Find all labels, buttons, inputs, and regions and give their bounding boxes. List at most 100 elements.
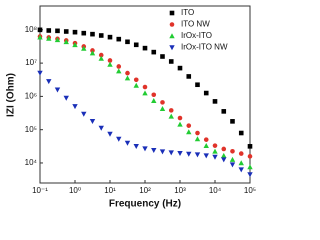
data-point xyxy=(194,136,201,142)
data-point xyxy=(107,58,113,63)
data-point xyxy=(125,70,130,76)
legend-marker xyxy=(169,33,175,39)
data-point xyxy=(221,109,227,114)
data-point xyxy=(90,31,95,37)
data-point xyxy=(133,77,139,83)
data-point xyxy=(168,59,174,64)
data-point xyxy=(177,115,183,121)
data-point xyxy=(195,82,200,88)
data-point xyxy=(63,39,69,45)
data-point xyxy=(195,130,200,136)
data-point xyxy=(116,68,122,74)
data-point xyxy=(98,33,104,38)
y-tick-label: 10⁶ xyxy=(25,92,37,101)
data-point xyxy=(37,70,43,76)
data-point xyxy=(159,105,166,111)
data-point xyxy=(177,151,183,157)
legend-marker xyxy=(169,10,175,16)
data-point xyxy=(98,52,104,58)
data-point xyxy=(159,149,166,155)
data-point xyxy=(46,28,52,33)
legend-label: IrOx-ITO NW xyxy=(181,43,228,52)
data-point xyxy=(230,149,235,154)
data-point xyxy=(116,136,122,142)
data-point xyxy=(151,98,157,104)
data-point xyxy=(124,75,131,81)
y-tick-label: 10⁴ xyxy=(25,158,38,167)
data-point xyxy=(37,27,43,33)
y-tick-label: 10⁷ xyxy=(25,58,37,67)
data-point xyxy=(238,160,244,166)
data-point xyxy=(107,34,113,40)
data-point xyxy=(168,113,174,119)
x-tick-label: 10⁴ xyxy=(209,186,222,195)
chart: Frequency (Hz) IZI (Ohm) 10⁻¹ 10⁰ 10¹ 10² 10… xyxy=(6,5,256,210)
x-axis-label: Frequency (Hz) xyxy=(109,199,181,210)
data-point xyxy=(72,42,78,48)
data-point xyxy=(133,82,139,88)
data-point xyxy=(186,74,192,79)
data-point xyxy=(203,137,209,142)
x-tick-label: 10¹ xyxy=(104,186,116,195)
data-point xyxy=(151,148,157,154)
data-point xyxy=(168,150,174,156)
data-point xyxy=(116,64,122,69)
legend-label: ITO xyxy=(181,8,194,17)
data-point xyxy=(54,87,61,93)
legend-label: ITO NW xyxy=(181,20,210,29)
data-point xyxy=(247,154,253,159)
x-tick-label: 10³ xyxy=(174,186,186,195)
data-point xyxy=(54,37,61,43)
data-point xyxy=(229,162,236,168)
data-point xyxy=(46,35,52,41)
data-point xyxy=(212,143,218,148)
data-point xyxy=(89,50,96,56)
data-point xyxy=(89,119,96,125)
data-point xyxy=(168,108,174,113)
data-point xyxy=(142,90,148,96)
data-point xyxy=(151,92,157,98)
data-point xyxy=(151,49,157,55)
legend-label: IrOx-ITO xyxy=(181,31,212,40)
y-tick-label: 10⁵ xyxy=(25,125,37,134)
data-point xyxy=(230,119,235,124)
data-point xyxy=(247,164,253,170)
data-point xyxy=(238,167,244,173)
data-point xyxy=(160,100,165,105)
data-point xyxy=(238,151,244,156)
data-point xyxy=(107,61,113,67)
x-tick-label: 10⁰ xyxy=(69,186,81,195)
data-point xyxy=(212,148,218,154)
data-point xyxy=(142,146,148,152)
data-point xyxy=(229,156,236,162)
data-point xyxy=(55,28,60,34)
data-point xyxy=(247,172,253,178)
data-point xyxy=(203,153,209,159)
data-point xyxy=(212,99,218,104)
data-point xyxy=(186,151,192,157)
data-point xyxy=(160,54,165,59)
data-point xyxy=(203,90,209,96)
data-point xyxy=(116,36,122,42)
data-point xyxy=(177,121,183,127)
x-tick-label: 10⁻¹ xyxy=(32,186,48,195)
data-point xyxy=(186,129,192,135)
data-point xyxy=(98,125,104,131)
data-point xyxy=(142,45,148,51)
x-tick-label: 10² xyxy=(139,186,151,195)
data-point xyxy=(63,29,69,34)
data-point xyxy=(177,65,183,71)
data-point xyxy=(63,95,69,101)
data-point xyxy=(98,55,104,61)
data-point xyxy=(194,152,201,158)
data-point xyxy=(72,29,78,35)
data-point xyxy=(125,39,130,45)
data-point xyxy=(133,144,139,150)
data-point xyxy=(186,123,192,128)
data-point xyxy=(142,84,148,90)
data-point xyxy=(107,131,113,137)
legend-marker xyxy=(169,22,175,27)
data-point xyxy=(221,152,227,158)
x-tick-label: 10⁵ xyxy=(244,186,256,195)
data-point xyxy=(37,34,43,40)
